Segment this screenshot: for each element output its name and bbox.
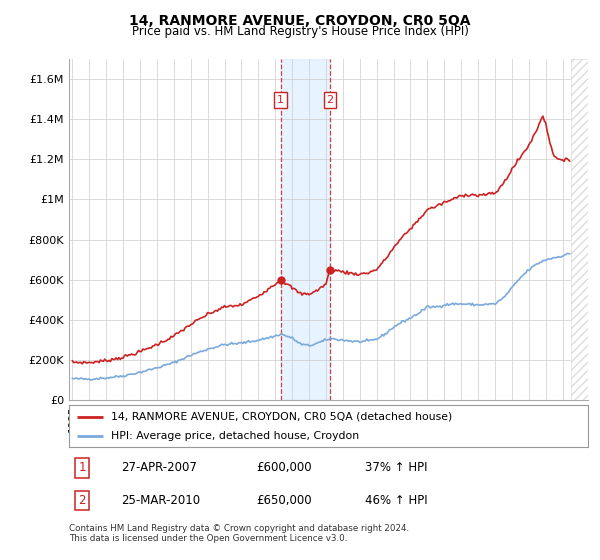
Bar: [281, 59, 330, 400]
Text: £600,000: £600,000: [256, 461, 311, 474]
Text: 25-MAR-2010: 25-MAR-2010: [121, 494, 200, 507]
Bar: [571, 59, 596, 400]
Text: 2: 2: [326, 95, 334, 105]
Text: 27-APR-2007: 27-APR-2007: [121, 461, 197, 474]
Text: Contains HM Land Registry data © Crown copyright and database right 2024.
This d: Contains HM Land Registry data © Crown c…: [69, 524, 409, 543]
Text: 14, RANMORE AVENUE, CROYDON, CR0 5QA (detached house): 14, RANMORE AVENUE, CROYDON, CR0 5QA (de…: [110, 412, 452, 422]
Text: HPI: Average price, detached house, Croydon: HPI: Average price, detached house, Croy…: [110, 431, 359, 441]
Text: 1: 1: [277, 95, 284, 105]
Bar: [571, 59, 596, 400]
Text: Price paid vs. HM Land Registry's House Price Index (HPI): Price paid vs. HM Land Registry's House …: [131, 25, 469, 38]
Text: 2: 2: [78, 494, 86, 507]
Text: 1: 1: [78, 461, 86, 474]
Text: £650,000: £650,000: [256, 494, 311, 507]
Text: 14, RANMORE AVENUE, CROYDON, CR0 5QA: 14, RANMORE AVENUE, CROYDON, CR0 5QA: [129, 14, 471, 28]
Text: 46% ↑ HPI: 46% ↑ HPI: [365, 494, 427, 507]
Text: 37% ↑ HPI: 37% ↑ HPI: [365, 461, 427, 474]
